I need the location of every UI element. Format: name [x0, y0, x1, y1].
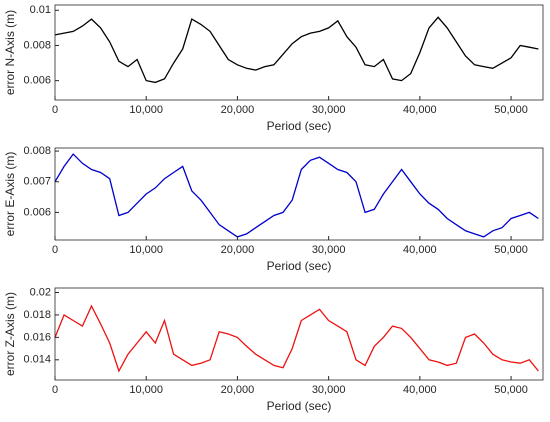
y-tick-label: 0.008: [23, 39, 51, 51]
plot-area: [55, 288, 543, 380]
y-axis-label: error N-Axis (m): [3, 10, 17, 95]
data-line: [54, 153, 539, 238]
data-line: [54, 16, 539, 84]
y-axis-label: error Z-Axis (m): [3, 292, 17, 376]
x-tick-label: 20,000: [221, 244, 255, 256]
x-tick-label: 10,000: [129, 104, 163, 116]
x-tick-label: 10,000: [129, 244, 163, 256]
x-tick-label: 50,000: [494, 244, 528, 256]
y-tick-label: 0.01: [30, 4, 51, 16]
x-tick-label: 40,000: [403, 104, 437, 116]
x-axis-label: Period (sec): [267, 259, 332, 273]
data-line: [54, 304, 539, 373]
x-axis-label: Period (sec): [267, 399, 332, 413]
x-tick-label: 50,000: [494, 384, 528, 396]
y-tick-label: 0.02: [30, 286, 51, 298]
y-tick-label: 0.018: [23, 309, 51, 321]
x-tick-label: 20,000: [221, 384, 255, 396]
x-tick-label: 20,000: [221, 104, 255, 116]
y-tick-label: 0.016: [23, 331, 51, 343]
y-axis-label: error E-Axis (m): [3, 152, 17, 237]
y-tick-label: 0.006: [23, 206, 51, 218]
plot-area: [55, 148, 543, 240]
x-tick-label: 30,000: [312, 104, 346, 116]
y-tick-label: 0.008: [23, 145, 51, 157]
x-tick-label: 30,000: [312, 244, 346, 256]
x-tick-label: 40,000: [403, 244, 437, 256]
axes-box: [54, 287, 544, 381]
x-tick-label: 0: [52, 384, 58, 396]
x-axis-label: Period (sec): [267, 119, 332, 133]
x-tick-label: 40,000: [403, 384, 437, 396]
x-tick-label: 50,000: [494, 104, 528, 116]
y-tick-label: 0.014: [23, 354, 51, 366]
x-tick-label: 0: [52, 104, 58, 116]
x-tick-label: 0: [52, 244, 58, 256]
y-tick-label: 0.006: [23, 75, 51, 87]
x-tick-label: 10,000: [129, 384, 163, 396]
x-tick-label: 30,000: [312, 384, 346, 396]
axes-box: [54, 147, 544, 241]
y-tick-label: 0.007: [23, 176, 51, 188]
axes-box: [54, 4, 544, 101]
plot-area: [55, 5, 543, 100]
